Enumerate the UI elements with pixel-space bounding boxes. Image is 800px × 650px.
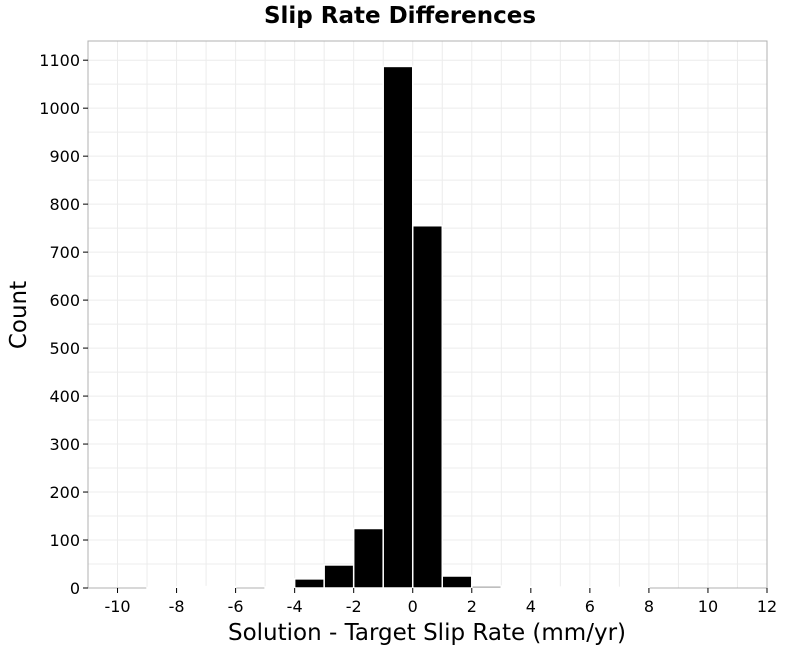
x-axis-ticks: -10 -8 -6 -4 -2 0 2 4 6 8 10 12	[104, 588, 777, 616]
x-tick-label: 0	[408, 597, 418, 616]
x-tick-label: 8	[644, 597, 654, 616]
y-axis-ticks: 0 100 200 300 400 500 600 700 800 900 1000 1100	[39, 51, 88, 598]
histogram-bar	[471, 585, 503, 589]
y-tick-label: 200	[49, 483, 80, 502]
y-tick-label: 100	[49, 531, 80, 550]
histogram-bar	[175, 586, 207, 589]
histogram-bar	[205, 585, 237, 589]
x-tick-label: -4	[287, 597, 303, 616]
y-tick-label: 900	[49, 147, 80, 166]
y-tick-label: 600	[49, 291, 80, 310]
x-tick-label: -8	[169, 597, 185, 616]
histogram-bars	[146, 65, 650, 589]
x-tick-label: 12	[757, 597, 777, 616]
x-tick-label: 4	[526, 597, 536, 616]
histogram-bar	[500, 585, 532, 589]
y-tick-label: 400	[49, 387, 80, 406]
x-tick-label: 6	[585, 597, 595, 616]
y-axis-label: Count	[6, 281, 32, 349]
x-tick-label: -6	[228, 597, 244, 616]
histogram-bar	[323, 564, 355, 589]
y-tick-label: 500	[49, 339, 80, 358]
y-tick-label: 0	[70, 579, 80, 598]
x-tick-label: -10	[104, 597, 130, 616]
histogram-bar	[530, 586, 562, 589]
histogram-bar	[411, 224, 444, 589]
x-tick-label: 10	[698, 597, 718, 616]
histogram-bar	[293, 578, 325, 589]
x-tick-label: -2	[346, 597, 362, 616]
y-tick-label: 1100	[39, 51, 80, 70]
y-tick-label: 300	[49, 435, 80, 454]
x-tick-label: 2	[467, 597, 477, 616]
histogram-bar	[382, 65, 414, 589]
y-tick-label: 1000	[39, 99, 80, 118]
histogram-bar	[441, 575, 473, 589]
histogram-bar	[264, 586, 296, 589]
y-tick-label: 800	[49, 195, 80, 214]
x-axis-label: Solution - Target Slip Rate (mm/yr)	[228, 620, 626, 646]
histogram-bar	[352, 527, 384, 589]
chart-title: Slip Rate Differences	[264, 3, 536, 29]
y-tick-label: 700	[49, 243, 80, 262]
